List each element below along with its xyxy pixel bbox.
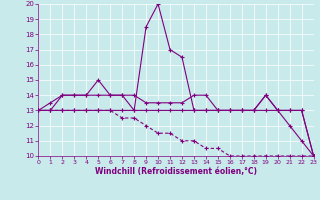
X-axis label: Windchill (Refroidissement éolien,°C): Windchill (Refroidissement éolien,°C) — [95, 167, 257, 176]
